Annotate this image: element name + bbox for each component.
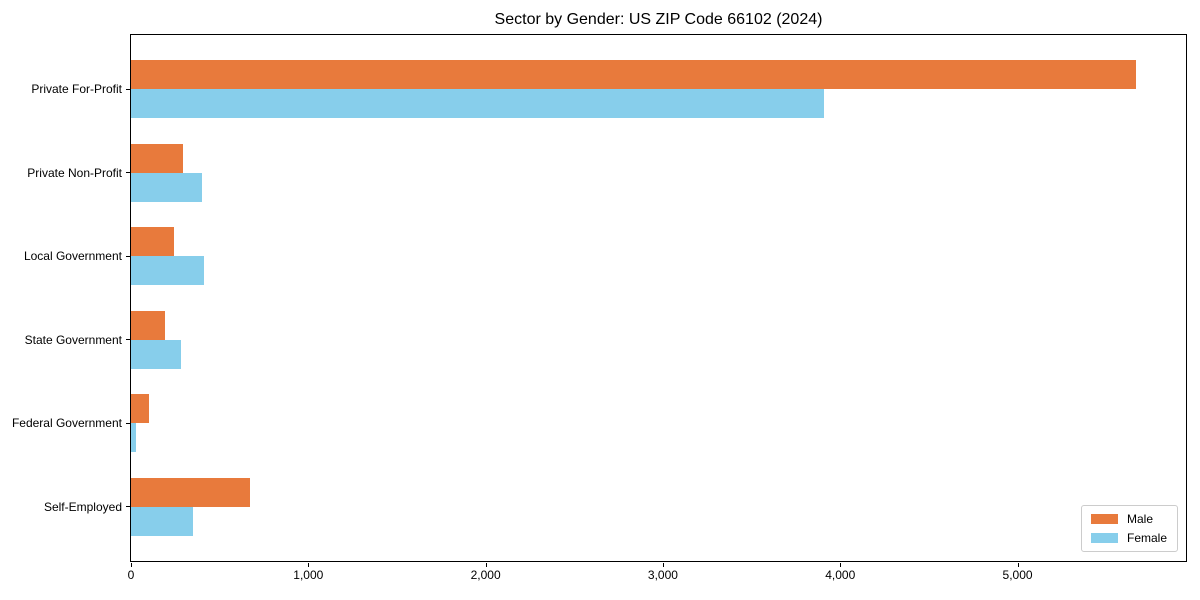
bar-male-5 — [131, 477, 251, 507]
y-tick-mark — [126, 255, 130, 257]
legend: Male Female — [1080, 505, 1178, 552]
y-axis-category-label: Private For-Profit — [31, 82, 122, 97]
y-axis-category-label: State Government — [24, 332, 122, 347]
y-tick-mark — [126, 339, 130, 341]
bar-female-3 — [131, 339, 182, 369]
x-tick-label: 3,000 — [647, 568, 678, 582]
bar-female-2 — [131, 256, 205, 286]
legend-label-female: Female — [1126, 531, 1167, 545]
bar-male-1 — [131, 143, 183, 173]
x-tick-mark — [1017, 563, 1019, 567]
x-tick-mark — [840, 563, 842, 567]
x-tick-label: 4,000 — [825, 568, 856, 582]
x-tick-label: 1,000 — [293, 568, 324, 582]
legend-item-male: Male — [1090, 512, 1167, 526]
bar-female-1 — [131, 172, 203, 202]
bar-female-5 — [131, 506, 193, 536]
bar-female-0 — [131, 89, 825, 119]
bar-male-4 — [131, 394, 150, 424]
y-tick-mark — [126, 88, 130, 90]
x-tick-label: 2,000 — [470, 568, 501, 582]
x-tick-label: 5,000 — [1002, 568, 1033, 582]
y-axis-category-label: Federal Government — [11, 416, 122, 431]
legend-label-male: Male — [1126, 512, 1153, 526]
legend-swatch-male — [1090, 514, 1118, 524]
y-tick-mark — [126, 172, 130, 174]
y-axis-category-label: Private Non-Profit — [27, 165, 122, 180]
y-axis-category-label: Local Government — [23, 249, 122, 264]
chart-title: Sector by Gender: US ZIP Code 66102 (202… — [494, 11, 823, 28]
legend-item-female: Female — [1090, 531, 1167, 545]
bar-female-4 — [131, 423, 137, 453]
x-tick-mark — [131, 563, 132, 567]
x-tick-mark — [485, 563, 487, 567]
y-tick-mark — [126, 506, 130, 508]
y-axis-category-label: Self-Employed — [43, 499, 122, 514]
x-tick-mark — [662, 563, 664, 567]
x-tick-label: 0 — [127, 568, 135, 582]
bar-male-2 — [131, 227, 175, 257]
legend-swatch-female — [1090, 533, 1118, 543]
x-tick-mark — [308, 563, 310, 567]
bar-male-3 — [131, 310, 166, 340]
plot-area: Male Female Private For-Profit Private Non… — [12, 34, 1187, 582]
bar-male-0 — [131, 60, 1136, 90]
y-tick-mark — [126, 422, 130, 424]
